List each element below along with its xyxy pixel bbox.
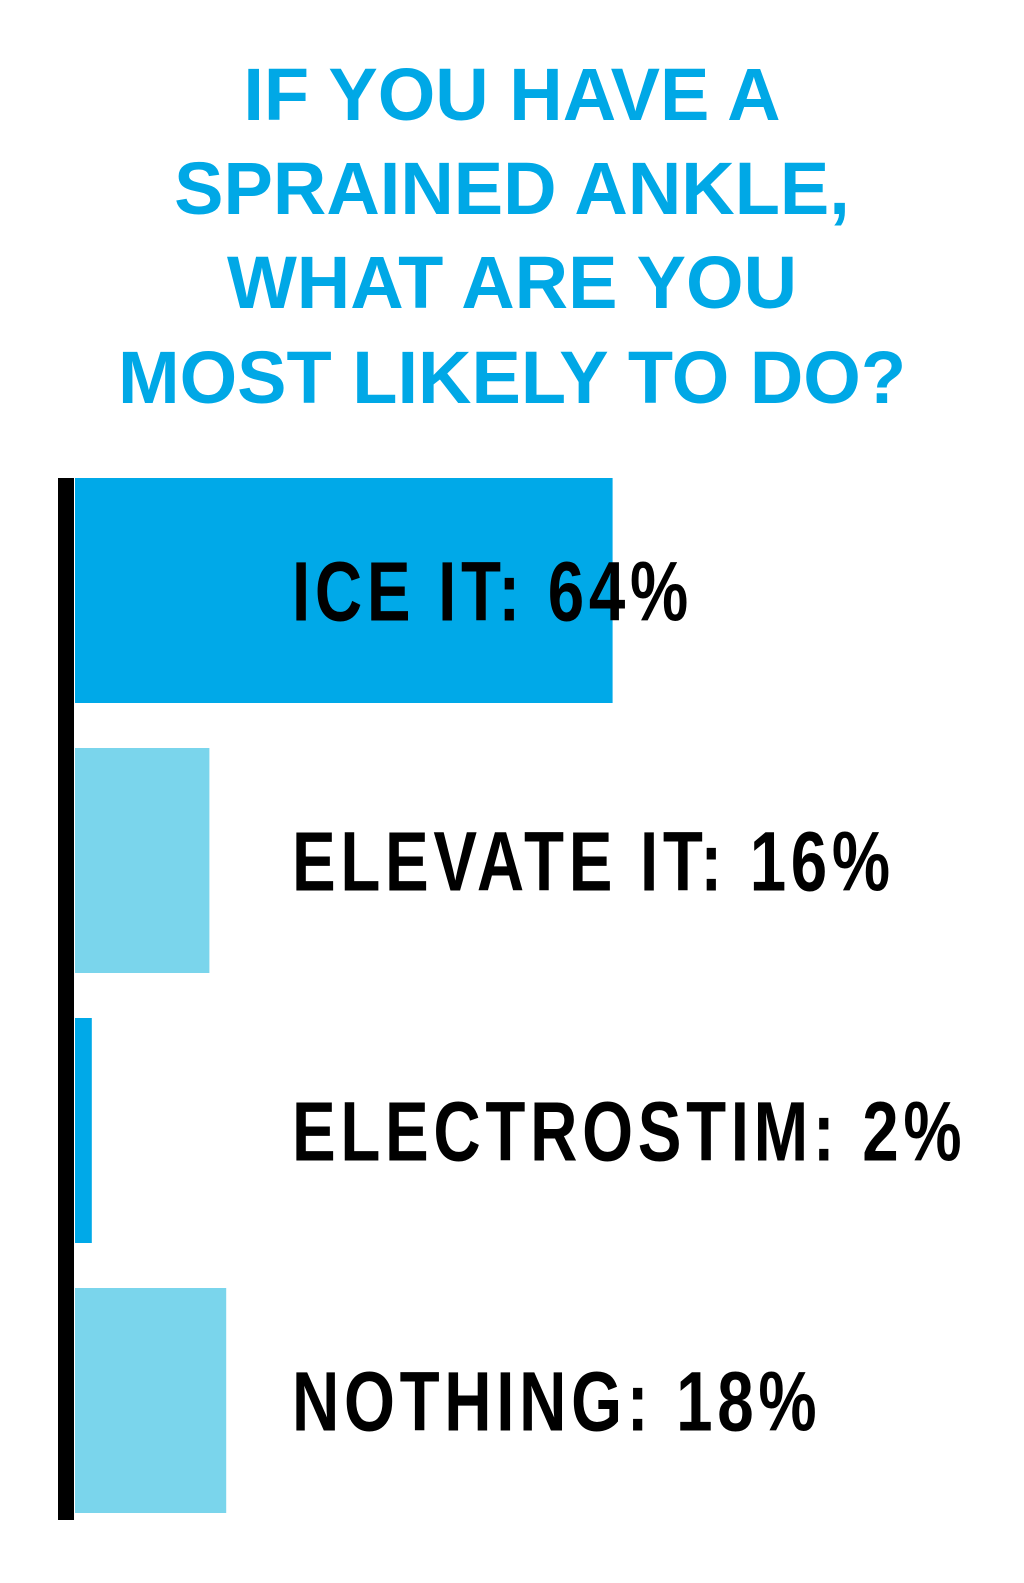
bar	[75, 748, 210, 973]
axis-line	[58, 478, 74, 1520]
label-group: ELECTROSTIM: 2%	[292, 1085, 966, 1179]
value-label: ELEVATE IT: 16%	[292, 815, 895, 909]
chart-title: SPRAINED ANKLE,	[174, 147, 850, 230]
chart-title: MOST LIKELY TO DO?	[118, 336, 906, 419]
bar	[75, 478, 613, 703]
value-label: ICE IT: 64%	[292, 545, 693, 639]
bar	[75, 1288, 227, 1513]
label-group: NOTHING: 18%	[292, 1355, 821, 1449]
value-label: ELECTROSTIM: 2%	[292, 1085, 966, 1179]
chart-title: WHAT ARE YOU	[227, 241, 797, 324]
label-group: ELEVATE IT: 16%	[292, 815, 895, 909]
label-group: ICE IT: 64%	[292, 545, 693, 639]
chart-title: IF YOU HAVE A	[243, 53, 780, 136]
value-label: NOTHING: 18%	[292, 1355, 821, 1449]
bar	[75, 1018, 92, 1243]
